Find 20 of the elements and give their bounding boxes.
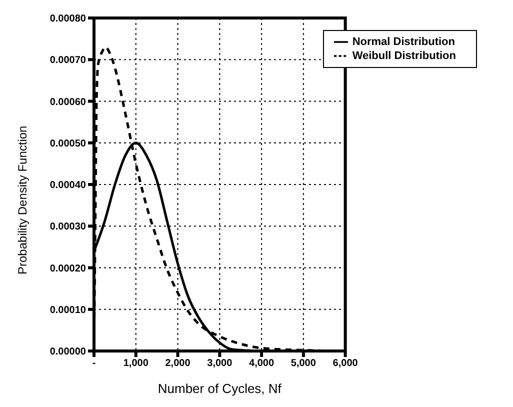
y-axis-title: Probability Density Function	[15, 126, 30, 274]
y-tick-label: 0.00010	[50, 304, 86, 316]
y-tick-label: 0.00000	[50, 346, 86, 358]
y-tick-label: 0.00070	[50, 55, 86, 66]
x-tick-label: -	[92, 358, 96, 370]
x-tick-label: 6,000	[332, 358, 358, 370]
y-tick-label: 0.00020	[50, 263, 86, 274]
y-tick-label: 0.00080	[50, 14, 86, 25]
x-tick-label: 4,000	[249, 358, 274, 370]
y-tick-label: 0.00060	[50, 96, 86, 108]
y-tick-label: 0.00040	[50, 180, 86, 192]
x-axis-title: Number of Cycles, Nf	[158, 381, 282, 396]
legend-label: Normal Distribution	[352, 36, 455, 48]
legend-label: Weibull Distribution	[352, 50, 456, 62]
x-tick-label: 3,000	[207, 358, 233, 370]
x-tick-label: 2,000	[165, 358, 191, 370]
x-tick-label: 1,000	[123, 358, 149, 370]
y-tick-label: 0.00030	[50, 222, 86, 233]
x-tick-label: 5,000	[290, 358, 316, 370]
y-tick-label: 0.00050	[50, 138, 86, 150]
